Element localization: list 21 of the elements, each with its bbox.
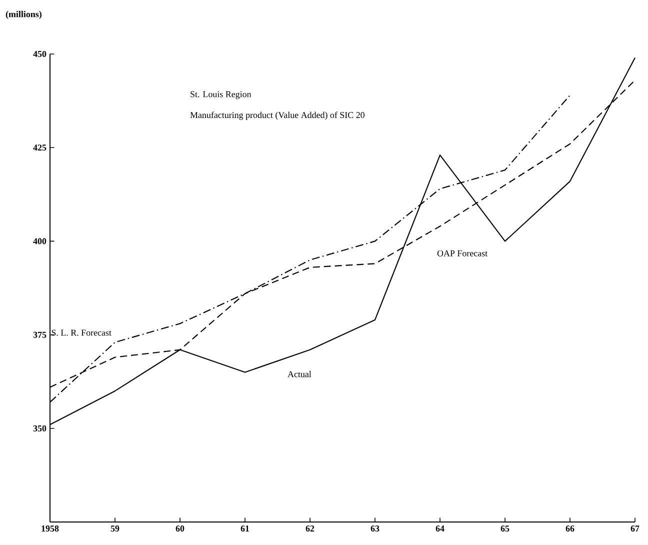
y-tick-label: 375 [33,332,46,338]
x-tick-label: 63 [370,526,380,532]
y-axis-title: (millions) [6,10,42,20]
series-label: Actual [288,370,312,378]
y-tick-label: 400 [33,238,46,244]
x-tick-label: 66 [566,526,574,532]
x-tick-label: 62 [306,526,314,532]
text: St. Louis Region [190,91,252,100]
x-tick-label: 67 [630,526,640,532]
text: Manufacturing product (Value Added) of SIC 20 [190,112,364,120]
x-tick-label: 61 [240,526,250,532]
x-tick-label: 64 [436,526,444,532]
series-label: S. L. R. Forecast [52,330,112,336]
y-tick-label: 425 [33,144,46,151]
y-tick-label: 350 [33,425,46,432]
x-tick-label: 65 [500,526,510,532]
x-tick-label: 59 [110,526,120,532]
x-tick-label: 1958 [42,526,59,532]
y-tick-label: 450 [33,50,46,58]
x-tick-label: 60 [176,526,184,532]
text: OAP Forecast [437,250,488,256]
